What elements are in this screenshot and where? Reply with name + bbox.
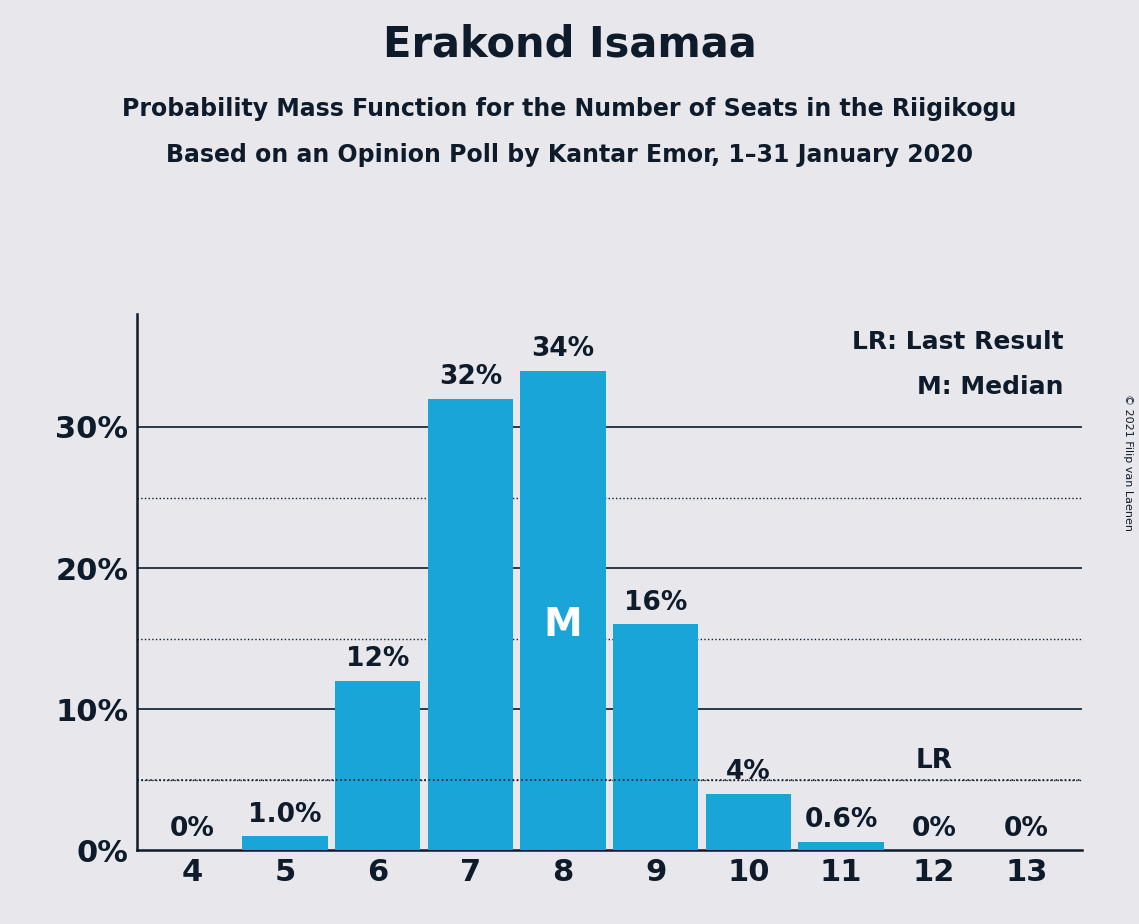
Bar (335, 681, 420, 850)
Text: Based on an Opinion Poll by Kantar Emor, 1–31 January 2020: Based on an Opinion Poll by Kantar Emor,… (166, 143, 973, 167)
Text: 0%: 0% (911, 816, 957, 842)
Text: M: Median: M: Median (917, 375, 1064, 399)
Text: 0%: 0% (1003, 816, 1049, 842)
Text: 0.6%: 0.6% (804, 808, 878, 833)
Text: 4%: 4% (726, 760, 771, 785)
Text: 16%: 16% (624, 590, 688, 616)
Text: 32%: 32% (439, 364, 502, 390)
Text: 34%: 34% (532, 336, 595, 362)
Text: 1.0%: 1.0% (248, 801, 321, 828)
Bar (706, 794, 790, 850)
Text: 12%: 12% (346, 647, 409, 673)
Text: 0%: 0% (170, 816, 215, 842)
Text: LR: Last Result: LR: Last Result (852, 330, 1064, 354)
Bar (613, 625, 698, 850)
Text: © 2021 Filip van Laenen: © 2021 Filip van Laenen (1123, 394, 1133, 530)
Text: Probability Mass Function for the Number of Seats in the Riigikogu: Probability Mass Function for the Number… (122, 97, 1017, 121)
Bar (428, 399, 513, 850)
Text: LR: LR (916, 748, 952, 774)
Bar (243, 836, 328, 850)
Bar (798, 842, 884, 850)
Text: M: M (543, 606, 582, 644)
Text: Erakond Isamaa: Erakond Isamaa (383, 23, 756, 65)
Bar (521, 371, 606, 850)
